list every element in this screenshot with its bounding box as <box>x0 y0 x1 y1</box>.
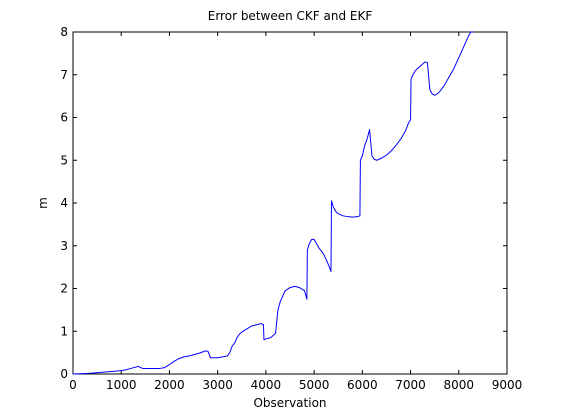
y-tick-label: 8 <box>60 25 68 39</box>
x-tick-label: 2000 <box>154 378 185 392</box>
x-tick-label: 4000 <box>251 378 282 392</box>
x-tick-label: 7000 <box>395 378 426 392</box>
y-tick-label: 1 <box>60 324 68 338</box>
y-tick-label: 0 <box>60 367 68 381</box>
x-axis-label: Observation <box>253 396 326 410</box>
y-tick-label: 3 <box>60 239 68 253</box>
x-tick-label: 6000 <box>347 378 378 392</box>
x-tick-label: 0 <box>69 378 77 392</box>
y-axis-label: m <box>36 197 50 209</box>
y-tick-label: 5 <box>60 153 68 167</box>
chart-title: Error between CKF and EKF <box>208 9 373 23</box>
series-line-0 <box>72 31 474 375</box>
x-tick-label: 5000 <box>299 378 330 392</box>
y-tick-label: 4 <box>60 196 68 210</box>
y-tick-label: 6 <box>60 111 68 125</box>
plot-area <box>72 31 508 375</box>
x-tick-label: 3000 <box>202 378 233 392</box>
y-tick-label: 7 <box>60 68 68 82</box>
y-tick-label: 2 <box>60 282 68 296</box>
x-tick-label: 1000 <box>106 378 137 392</box>
x-tick-label: 9000 <box>492 378 523 392</box>
x-tick-label: 8000 <box>444 378 475 392</box>
